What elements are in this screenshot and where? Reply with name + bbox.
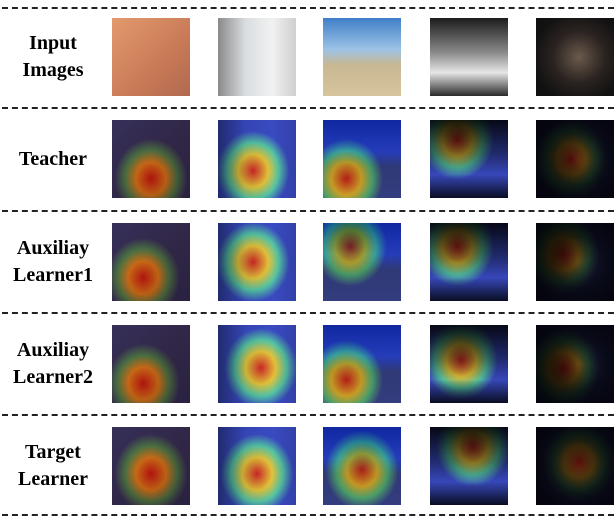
- dashed-separator: [2, 414, 614, 416]
- dashed-separator: [2, 312, 614, 314]
- attention-map: [430, 325, 508, 403]
- row-label-line: Target: [25, 441, 81, 463]
- attention-map: [536, 325, 614, 403]
- attention-map: [218, 325, 296, 403]
- input-image: [218, 18, 296, 96]
- attention-map: [112, 223, 190, 301]
- attention-map: [218, 120, 296, 198]
- attention-map: [323, 325, 401, 403]
- dashed-separator: [2, 7, 614, 9]
- row-label-line: Auxiliay: [16, 237, 90, 259]
- row-label-line: Auxiliay: [16, 339, 90, 361]
- attention-map: [218, 223, 296, 301]
- attention-map: [112, 427, 190, 505]
- row-label: Target Learner: [0, 439, 106, 493]
- row-label-line: Images: [22, 59, 84, 81]
- row-label-line: Learner1: [13, 264, 93, 286]
- attention-map: [430, 427, 508, 505]
- attention-map: [112, 325, 190, 403]
- attention-map: [536, 427, 614, 505]
- attention-map: [323, 223, 401, 301]
- attention-map: [430, 120, 508, 198]
- attention-map: [218, 427, 296, 505]
- input-image: [536, 18, 614, 96]
- row-label: Teacher: [0, 146, 106, 173]
- row-label-line: Learner2: [13, 366, 93, 388]
- input-image: [112, 18, 190, 96]
- attention-map: [112, 120, 190, 198]
- row-label: Input Images: [0, 30, 106, 84]
- dashed-separator: [2, 514, 614, 516]
- attention-map: [536, 223, 614, 301]
- input-image: [430, 18, 508, 96]
- row-label: Auxiliay Learner1: [0, 235, 106, 289]
- row-label-line: Learner: [18, 468, 88, 490]
- row-label-line: Input: [29, 32, 77, 54]
- attention-map: [536, 120, 614, 198]
- attention-map: [323, 427, 401, 505]
- attention-map: [430, 223, 508, 301]
- input-image: [323, 18, 401, 96]
- dashed-separator: [2, 107, 614, 109]
- attention-map: [323, 120, 401, 198]
- row-label-line: Teacher: [18, 147, 88, 170]
- row-label: Auxiliay Learner2: [0, 337, 106, 391]
- dashed-separator: [2, 210, 614, 212]
